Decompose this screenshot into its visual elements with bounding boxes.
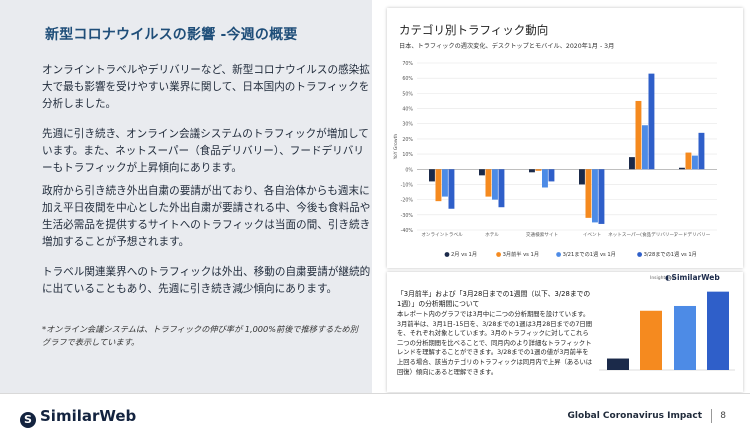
page-number: 8	[720, 411, 726, 421]
bar	[435, 169, 442, 202]
footer-logo: S SimilarWeb	[20, 407, 136, 428]
bar	[698, 132, 705, 170]
mini-bar	[640, 310, 662, 370]
bar	[679, 167, 685, 170]
report-name: Global Coronavirus Impact	[567, 411, 702, 421]
bar	[648, 73, 655, 170]
bar	[548, 169, 555, 182]
mini-bar-chart	[599, 291, 735, 371]
summary-panel: 新型コロナウイルスの影響 -今週の概要 オンライントラベルやデリバリーなど、新型…	[0, 0, 372, 393]
analysis-period-card: 「3月前半」および「3月28日までの1週間（以下、3/28までの1週）」の分析期…	[387, 272, 743, 392]
bar	[685, 152, 692, 170]
y-tick-label: -30%	[401, 213, 414, 219]
bar	[579, 169, 585, 185]
category-traffic-chart-card: カテゴリ別トラフィック動向 日本、トラフィックの週次変化、デスクトップとモバイル…	[387, 8, 743, 268]
legend-label: 2月 vs 1月	[451, 251, 477, 258]
insights-by-label: Insights by	[650, 276, 675, 281]
summary-paragraph-2: 先週に引き続き、オンライン会議システムのトラフィックが増加しています。また、ネッ…	[42, 128, 369, 174]
y-tick-label: 20%	[402, 137, 413, 143]
y-tick-label: -40%	[401, 228, 414, 234]
similarweb-mini-logo: ◐SimilarWeb	[665, 273, 720, 282]
legend-swatch	[444, 252, 450, 257]
similarweb-mark-icon: ◐	[665, 273, 672, 282]
legend-label: 3/28までの1週 vs 1月	[644, 250, 697, 258]
y-tick-label: 40%	[402, 107, 413, 113]
category-traffic-chart: 70% 60% 50% 40% 30% 20% 10% 0% -10% -20% -30% -40% Y…	[393, 61, 717, 258]
legend-swatch	[637, 252, 642, 257]
footer-brand: SimilarWeb	[40, 407, 137, 425]
x-tick-label: ネットスーパー(食品デリバリー)	[608, 231, 676, 238]
bar	[642, 125, 648, 170]
bar	[535, 169, 542, 171]
y-tick-label: 10%	[402, 152, 413, 158]
x-tick-label: オンライントラベル	[421, 232, 463, 238]
x-tick-label: ホテル	[485, 232, 499, 238]
mini-bar	[607, 358, 629, 370]
y-axis-label: YoY Growth	[393, 134, 399, 161]
bar	[692, 155, 698, 170]
bar	[442, 169, 448, 197]
similarweb-logo-icon: S	[20, 412, 36, 428]
bar	[479, 169, 485, 176]
bar	[585, 169, 592, 218]
bar	[635, 100, 642, 170]
chart-subtitle: 日本、トラフィックの週次変化、デスクトップとモバイル、2020年1月 - 3月	[399, 43, 615, 50]
mini-bar	[707, 291, 729, 370]
analysis-period-heading: 「3月前半」および「3月28日までの1週間（以下、3/28までの1週）」の分析期…	[397, 290, 591, 308]
mini-logo-text: SimilarWeb	[671, 273, 720, 282]
chart-title: カテゴリ別トラフィック動向	[399, 23, 549, 37]
bar	[485, 169, 492, 197]
footnote: *オンライン会議システムは、トラフィックの伸び率が 1,000%前後で推移するた…	[42, 324, 358, 347]
legend-swatch	[556, 252, 561, 257]
bar	[592, 169, 598, 223]
summary-paragraph-4: トラベル関連業界へのトラフィックは外出、移動の自粛要請が継続的に出ていることもあ…	[42, 266, 371, 295]
y-tick-label: 30%	[402, 122, 413, 128]
bar	[448, 169, 455, 209]
y-tick-label: 60%	[402, 76, 413, 82]
footer-divider	[711, 409, 712, 423]
x-tick-label: イベント	[583, 232, 601, 238]
y-tick-label: -10%	[401, 182, 414, 188]
y-tick-label: 0%	[405, 167, 413, 173]
y-tick-label: 70%	[402, 61, 413, 67]
bar	[629, 157, 635, 170]
bar	[542, 169, 548, 188]
bar	[429, 169, 435, 182]
legend-label: 3/21までの1週 vs 1月	[563, 250, 616, 258]
summary-paragraph-1: オンライントラベルやデリバリーなど、新型コロナウイルスの感染拡大で最も影響を受け…	[42, 64, 370, 110]
bar	[598, 169, 605, 224]
x-tick-label: 交通検索サイト	[526, 231, 558, 238]
analysis-period-body: 本レポート内のグラフでは3月中に二つの分析期間を設けています。3月前半は、3月1…	[397, 311, 593, 376]
y-tick-label: 50%	[402, 91, 413, 97]
bar	[492, 169, 498, 200]
mini-bar	[674, 305, 696, 370]
page-title: 新型コロナウイルスの影響 -今週の概要	[45, 27, 298, 43]
legend-swatch	[496, 252, 501, 257]
bar	[498, 169, 505, 208]
footer: S SimilarWeb Global Coronavirus Impact 8	[0, 393, 750, 438]
y-tick-label: -20%	[401, 198, 414, 204]
x-tick-label: フードデリバリー	[674, 231, 711, 238]
bar	[529, 169, 535, 173]
legend-label: 3月前半 vs 1月	[503, 250, 539, 258]
summary-paragraph-3: 政府から引き続き外出自粛の要請が出ており、各自治体からも週末に加え平日夜間を中心…	[42, 185, 371, 248]
